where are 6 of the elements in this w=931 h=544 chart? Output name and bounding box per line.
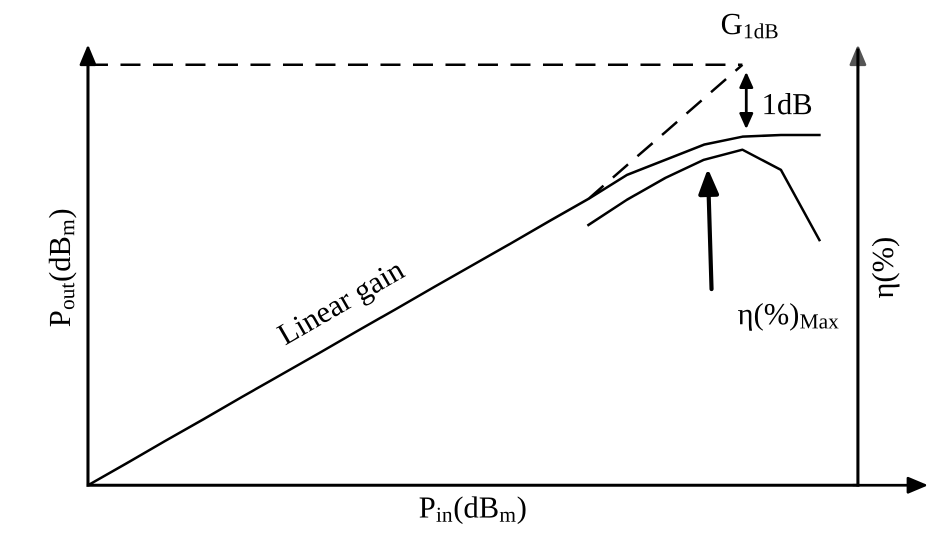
annotation: 1dB <box>764 92 812 114</box>
annotation: η(%)$_{Max}$ <box>738 303 839 331</box>
x-axis-title: P$_{in}$(dB$_{m}$) <box>420 496 526 524</box>
y2-axis-title: η(%) <box>872 238 900 298</box>
y-axis-title: P$_{out}$(dB$_{m}$) <box>48 210 76 326</box>
text: G$_{1dB}$ <box>722 14 778 38</box>
